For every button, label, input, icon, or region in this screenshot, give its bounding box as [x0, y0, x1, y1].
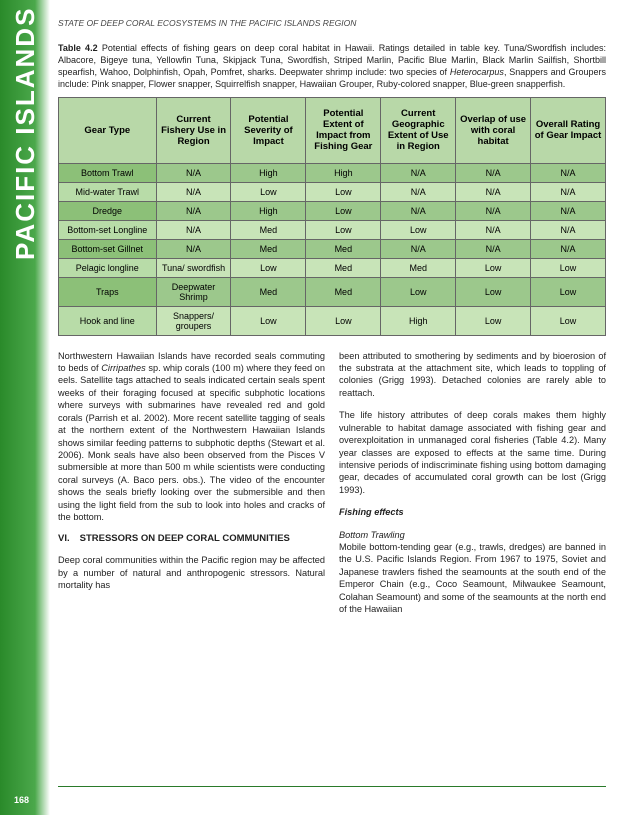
table-cell: Bottom-set Gillnet	[59, 239, 157, 258]
table-cell: Low	[231, 182, 306, 201]
table-header: Gear Type	[59, 97, 157, 163]
table-cell: N/A	[156, 163, 231, 182]
table-cell: Low	[306, 201, 381, 220]
table-cell: N/A	[456, 220, 531, 239]
sidebar-label: PACIFIC ISLANDS	[10, 10, 41, 260]
table-cell: N/A	[456, 239, 531, 258]
table-header: Current Fishery Use in Region	[156, 97, 231, 163]
bottom-rule	[58, 786, 606, 787]
right-p1: been attributed to smothering by sedimen…	[339, 350, 606, 400]
table-cell: Snappers/ groupers	[156, 306, 231, 335]
sidebar-gradient: PACIFIC ISLANDS	[0, 0, 50, 815]
table-cell: Med	[306, 239, 381, 258]
table-header: Current Geographic Extent of Use in Regi…	[381, 97, 456, 163]
table-cell: N/A	[381, 201, 456, 220]
table-cell: Med	[306, 277, 381, 306]
table-cell: N/A	[456, 163, 531, 182]
table-cell: Low	[456, 306, 531, 335]
table-cell: N/A	[381, 239, 456, 258]
right-p3-sub: Bottom Trawling Mobile bottom-tending ge…	[339, 529, 606, 616]
table-cell: N/A	[156, 182, 231, 201]
table-cell: Low	[531, 258, 606, 277]
table-row: DredgeN/AHighLowN/AN/AN/A	[59, 201, 606, 220]
table-cell: Hook and line	[59, 306, 157, 335]
section-heading: VI. STRESSORS ON DEEP CORAL COMMUNITIES	[58, 533, 325, 546]
table-header: Potential Severity of Impact	[231, 97, 306, 163]
table-cell: Med	[231, 277, 306, 306]
table-caption: Table 4.2 Potential effects of fishing g…	[58, 42, 606, 91]
table-cell: N/A	[531, 163, 606, 182]
table-cell: Low	[456, 277, 531, 306]
table-row: Bottom-set GillnetN/AMedMedN/AN/AN/A	[59, 239, 606, 258]
table-row: TrapsDeepwater ShrimpMedMedLowLowLow	[59, 277, 606, 306]
table-cell: Low	[381, 277, 456, 306]
table-cell: N/A	[531, 220, 606, 239]
table-cell: N/A	[381, 163, 456, 182]
table-cell: N/A	[531, 239, 606, 258]
table-cell: Low	[306, 182, 381, 201]
bottom-trawling-sub: Bottom Trawling	[339, 530, 405, 540]
caption-bold: Table 4.2	[58, 43, 98, 53]
page-header: STATE OF DEEP CORAL ECOSYSTEMS IN THE PA…	[58, 18, 606, 28]
table-cell: Low	[306, 220, 381, 239]
table-row: Mid-water TrawlN/ALowLowN/AN/AN/A	[59, 182, 606, 201]
body-columns: Northwestern Hawaiian Islands have recor…	[58, 350, 606, 626]
table-row: Pelagic longlineTuna/ swordfishLowMedMed…	[59, 258, 606, 277]
table-header: Overlap of use with coral habitat	[456, 97, 531, 163]
table-cell: Med	[306, 258, 381, 277]
page-number: 168	[14, 795, 29, 805]
table-cell: Low	[231, 258, 306, 277]
table-cell: High	[381, 306, 456, 335]
table-cell: Traps	[59, 277, 157, 306]
p1-italic: Cirripathes	[101, 363, 145, 373]
page-content: STATE OF DEEP CORAL ECOSYSTEMS IN THE PA…	[58, 0, 618, 626]
table-cell: Bottom-set Longline	[59, 220, 157, 239]
left-p1: Northwestern Hawaiian Islands have recor…	[58, 350, 325, 524]
fishing-effects-heading: Fishing effects	[339, 506, 606, 518]
caption-italic: Heterocarpus	[450, 67, 504, 77]
table-header: Overall Rating of Gear Impact	[531, 97, 606, 163]
table-cell: Deepwater Shrimp	[156, 277, 231, 306]
table-row: Hook and lineSnappers/ groupersLowLowHig…	[59, 306, 606, 335]
table-cell: N/A	[381, 182, 456, 201]
table-row: Bottom-set LonglineN/AMedLowLowN/AN/A	[59, 220, 606, 239]
table-cell: Bottom Trawl	[59, 163, 157, 182]
table-row: Bottom TrawlN/AHighHighN/AN/AN/A	[59, 163, 606, 182]
table-cell: N/A	[456, 182, 531, 201]
table-cell: Low	[381, 220, 456, 239]
table-cell: Low	[231, 306, 306, 335]
table-cell: Low	[531, 306, 606, 335]
table-cell: Tuna/ swordfish	[156, 258, 231, 277]
table-cell: N/A	[156, 239, 231, 258]
section-title: STRESSORS ON DEEP CORAL COMMUNITIES	[80, 533, 290, 546]
right-p3: Mobile bottom-tending gear (e.g., trawls…	[339, 542, 606, 614]
right-column: been attributed to smothering by sedimen…	[339, 350, 606, 626]
left-column: Northwestern Hawaiian Islands have recor…	[58, 350, 325, 626]
gear-impact-table: Gear TypeCurrent Fishery Use in RegionPo…	[58, 97, 606, 336]
table-cell: Dredge	[59, 201, 157, 220]
table-cell: N/A	[456, 201, 531, 220]
table-cell: Med	[231, 220, 306, 239]
table-header: Potential Extent of Impact from Fishing …	[306, 97, 381, 163]
table-cell: N/A	[156, 201, 231, 220]
table-cell: High	[231, 163, 306, 182]
left-p2: Deep coral communities within the Pacifi…	[58, 554, 325, 591]
table-cell: High	[231, 201, 306, 220]
table-cell: N/A	[531, 201, 606, 220]
table-cell: Mid-water Trawl	[59, 182, 157, 201]
table-cell: N/A	[531, 182, 606, 201]
table-cell: Pelagic longline	[59, 258, 157, 277]
table-cell: Low	[306, 306, 381, 335]
table-cell: Low	[531, 277, 606, 306]
section-number: VI.	[58, 533, 70, 546]
table-cell: High	[306, 163, 381, 182]
table-cell: N/A	[156, 220, 231, 239]
table-cell: Low	[456, 258, 531, 277]
table-cell: Med	[381, 258, 456, 277]
p1b: sp. whip corals (100 m) where they feed …	[58, 363, 325, 522]
table-cell: Med	[231, 239, 306, 258]
right-p2: The life history attributes of deep cora…	[339, 409, 606, 496]
